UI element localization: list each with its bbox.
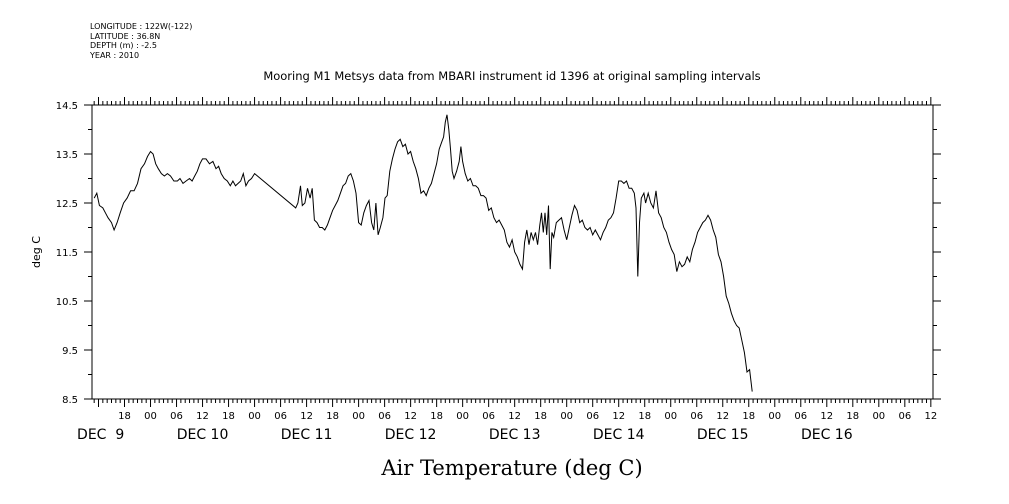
date-label: DEC 14 (593, 427, 645, 443)
depth-text: DEPTH (m) : -2.5 (90, 41, 157, 50)
y-tick-label: 10.5 (56, 297, 78, 308)
x-tick-label: 06 (586, 411, 599, 422)
x-tick-label: 18 (846, 411, 859, 422)
y-tick-label: 11.5 (56, 248, 78, 259)
x-tick-label: 12 (716, 411, 729, 422)
x-tick-label: 18 (326, 411, 339, 422)
location-metadata: LONGITUDE : 122W(-122) LATITUDE : 36.8N … (90, 22, 192, 60)
x-tick-label: 06 (898, 411, 911, 422)
x-axis-label: Air Temperature (deg C) (380, 456, 642, 480)
x-tick-label: 18 (430, 411, 443, 422)
x-tick-label: 18 (638, 411, 651, 422)
x-tick-label: 18 (534, 411, 547, 422)
date-label: DEC 9 (77, 427, 124, 443)
x-tick-label: 06 (378, 411, 391, 422)
x-tick-label: 12 (300, 411, 313, 422)
x-tick-label: 18 (222, 411, 235, 422)
date-label: DEC 15 (697, 427, 749, 443)
date-label: DEC 10 (177, 427, 229, 443)
date-label: DEC 11 (281, 427, 333, 443)
x-tick-label: 18 (118, 411, 131, 422)
x-tick-label: 06 (482, 411, 495, 422)
year-text: YEAR : 2010 (90, 50, 140, 60)
x-tick-label: 12 (924, 411, 937, 422)
series-layer (93, 114, 753, 392)
y-tick-label: 14.5 (56, 101, 78, 112)
x-tick-label: 00 (248, 411, 261, 422)
date-axis-labels: DEC 9 DEC 10 DEC 11 DEC 12 DEC 13 DEC 14 DEC 1… (77, 427, 853, 443)
x-tick-label: 00 (664, 411, 677, 422)
x-tick-label: 06 (274, 411, 287, 422)
x-tick-label: 12 (612, 411, 625, 422)
y-axis: 8.5 9.5 10.5 11.5 12.5 13.5 14.5 (56, 101, 941, 406)
y-tick-label: 9.5 (62, 346, 78, 357)
x-tick-label: 12 (404, 411, 417, 422)
y-tick-label: 8.5 (62, 395, 78, 406)
x-tick-label: 06 (690, 411, 703, 422)
x-tick-label: 06 (170, 411, 183, 422)
x-tick-label: 00 (456, 411, 469, 422)
plot-frame (91, 104, 934, 400)
x-tick-label: 06 (794, 411, 807, 422)
y-tick-label: 13.5 (56, 150, 78, 161)
x-tick-label: 00 (768, 411, 781, 422)
x-tick-label: 18 (742, 411, 755, 422)
x-tick-label: 12 (196, 411, 209, 422)
x-tick-label: 00 (144, 411, 157, 422)
y-axis-label: deg C (30, 236, 43, 268)
longitude-text: LONGITUDE : 122W(-122) (90, 22, 193, 31)
x-axis: 18 00 06 12 18 00 06 12 18 00 06 12 18 00 06 12 18 00 06 12… (93, 97, 937, 422)
x-tick-label: 00 (560, 411, 573, 422)
latitude-text: LATITUDE : 36.8N (90, 31, 161, 41)
x-tick-label: 00 (352, 411, 365, 422)
x-tick-label: 00 (872, 411, 885, 422)
x-tick-label: 12 (508, 411, 521, 422)
x-tick-label: 12 (820, 411, 833, 422)
date-label: DEC 12 (385, 427, 437, 443)
y-tick-label: 12.5 (56, 199, 78, 210)
date-label: DEC 13 (489, 427, 541, 443)
series-line (93, 114, 753, 392)
date-label: DEC 16 (801, 427, 853, 443)
chart-title: Mooring M1 Metsys data from MBARI instru… (263, 69, 760, 83)
